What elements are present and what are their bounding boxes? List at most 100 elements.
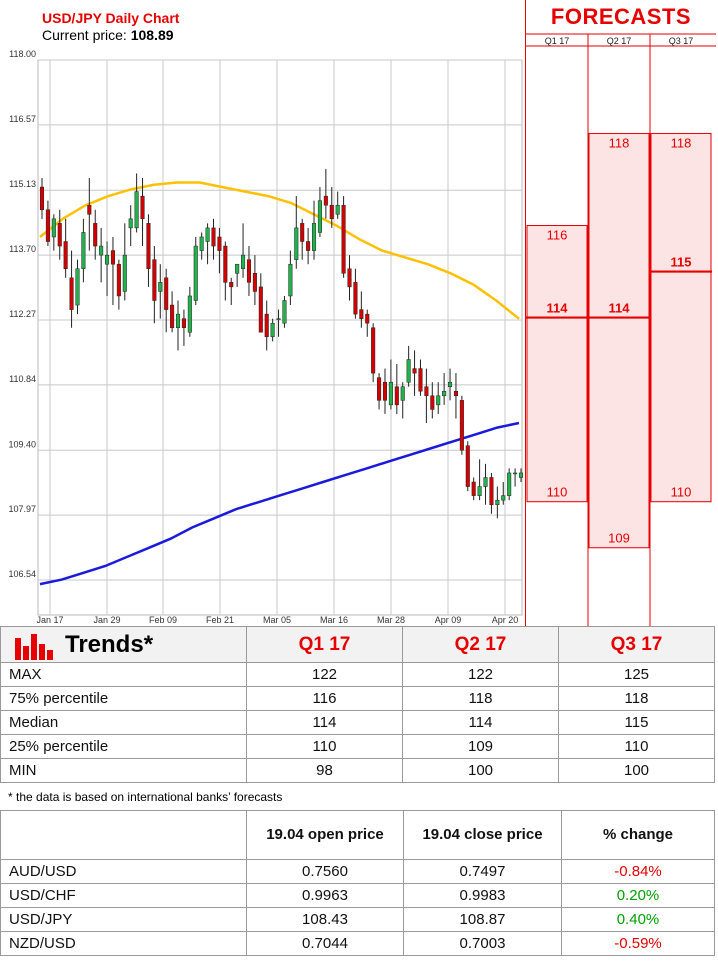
trends-header-q3: Q3 17 bbox=[558, 626, 715, 663]
forecast-range-band bbox=[526, 225, 588, 503]
candle-body bbox=[507, 472, 512, 496]
trends-cell: 98 bbox=[246, 758, 403, 783]
candle-body bbox=[75, 268, 80, 306]
candle-body bbox=[442, 391, 447, 397]
moving-average-line bbox=[39, 181, 520, 320]
trends-cell: 118 bbox=[558, 686, 715, 711]
candle-body bbox=[400, 386, 405, 401]
trends-header-row: Trends* Q1 17 Q2 17 Q3 17 bbox=[0, 626, 715, 663]
fx-close: 108.87 bbox=[403, 907, 562, 932]
candle-body bbox=[300, 223, 305, 242]
trends-row-label: Median bbox=[0, 710, 247, 735]
fx-row: USD/CHF 0.9963 0.9983 0.20% bbox=[0, 883, 715, 908]
trends-cell: 110 bbox=[246, 734, 403, 759]
candle-body bbox=[335, 204, 340, 215]
candle-body bbox=[276, 318, 281, 320]
forecast-quarter-label: Q3 17 bbox=[669, 36, 694, 46]
moving-average-line bbox=[39, 421, 520, 586]
fx-close: 0.7497 bbox=[403, 859, 562, 884]
fx-header-open: 19.04 open price bbox=[246, 810, 404, 860]
candle-body bbox=[81, 232, 86, 269]
candle-body bbox=[282, 300, 287, 324]
candle-body bbox=[252, 273, 257, 292]
trends-cell: 100 bbox=[402, 758, 559, 783]
candle-body bbox=[465, 445, 470, 487]
candle-body bbox=[353, 282, 358, 315]
forecasts-panel: Q1 17 116 114 110 Q2 17 118 114 109 Q3 17 118 115 1… bbox=[525, 0, 716, 626]
trends-row: MAX 122 122 125 bbox=[0, 662, 715, 687]
y-tick-label: 113.70 bbox=[9, 244, 36, 254]
candle-body bbox=[477, 486, 482, 496]
candle-body bbox=[69, 277, 74, 310]
candle-body bbox=[430, 395, 435, 410]
candle-body bbox=[264, 313, 269, 338]
candle-body bbox=[306, 241, 311, 251]
trends-row-label: 75% percentile bbox=[0, 686, 247, 711]
x-tick-label: Apr 20 bbox=[492, 615, 519, 625]
candle-body bbox=[246, 259, 251, 283]
candle-body bbox=[199, 236, 204, 251]
candle-body bbox=[235, 263, 240, 274]
candle-body bbox=[211, 227, 216, 247]
candle-body bbox=[329, 204, 334, 220]
fx-table: 19.04 open price 19.04 close price % cha… bbox=[0, 810, 715, 956]
x-tick-label: Feb 09 bbox=[149, 615, 177, 625]
trends-cell: 114 bbox=[402, 710, 559, 735]
candle-body bbox=[205, 227, 210, 242]
current-price-label: Current price: bbox=[42, 27, 127, 43]
candle-body bbox=[518, 472, 524, 478]
fx-change: 0.20% bbox=[561, 883, 715, 908]
fx-pair: AUD/USD bbox=[0, 859, 247, 884]
y-tick-label: 109.40 bbox=[8, 439, 36, 449]
fx-pair: USD/CHF bbox=[0, 883, 247, 908]
candle-body bbox=[99, 245, 104, 256]
forecast-max-label: 118 bbox=[609, 135, 630, 150]
trends-row: 75% percentile 116 118 118 bbox=[0, 686, 715, 711]
candle-body bbox=[323, 195, 328, 206]
candle-body bbox=[116, 263, 121, 297]
candle-body bbox=[495, 499, 500, 505]
chart-title: USD/JPY Daily Chart bbox=[42, 10, 180, 26]
candle-body bbox=[181, 318, 186, 328]
candle-body bbox=[63, 241, 68, 269]
x-tick-label: Apr 09 bbox=[435, 615, 462, 625]
fx-open: 0.7044 bbox=[246, 931, 404, 956]
candle-body bbox=[412, 368, 417, 374]
forecast-median-label: 114 bbox=[547, 301, 569, 316]
y-tick-label: 110.84 bbox=[9, 374, 36, 384]
x-tick-label: Jan 29 bbox=[93, 615, 120, 625]
candle-body bbox=[217, 236, 222, 251]
trends-cell: 118 bbox=[402, 686, 559, 711]
x-tick-label: Feb 21 bbox=[206, 615, 234, 625]
forecasts-chart: Q1 17 116 114 110 Q2 17 118 114 109 Q3 17 118 115 1… bbox=[526, 33, 716, 626]
candle-body bbox=[347, 268, 352, 288]
trends-row-label: MIN bbox=[0, 758, 247, 783]
y-tick-label: 106.54 bbox=[8, 569, 36, 579]
trends-title: Trends* bbox=[65, 630, 154, 658]
y-tick-label: 115.13 bbox=[9, 179, 36, 189]
candle-body bbox=[193, 245, 198, 301]
candle-body bbox=[164, 277, 169, 310]
candle-body bbox=[158, 282, 163, 292]
candle-body bbox=[152, 259, 157, 301]
fx-close: 0.9983 bbox=[403, 883, 562, 908]
x-tick-label: Mar 16 bbox=[320, 615, 348, 625]
trends-row-label: 25% percentile bbox=[0, 734, 247, 759]
trends-cell: 115 bbox=[558, 710, 715, 735]
candle-body bbox=[223, 245, 228, 283]
candle-body bbox=[122, 254, 127, 292]
candle-body bbox=[51, 218, 56, 238]
trends-row: Median 114 114 115 bbox=[0, 710, 715, 735]
candle-body bbox=[406, 359, 411, 383]
forecast-range-band bbox=[650, 132, 712, 503]
candle-body bbox=[359, 309, 364, 319]
candle-body bbox=[418, 368, 423, 392]
candle-body bbox=[105, 254, 110, 265]
fx-header-row: 19.04 open price 19.04 close price % cha… bbox=[0, 810, 715, 860]
fx-header-change: % change bbox=[561, 810, 715, 860]
forecasts-title: FORECASTS bbox=[550, 4, 692, 29]
trends-cell: 100 bbox=[558, 758, 715, 783]
forecast-quarter-label: Q1 17 bbox=[545, 36, 570, 46]
fx-close: 0.7003 bbox=[403, 931, 562, 956]
candle-body bbox=[377, 377, 382, 401]
